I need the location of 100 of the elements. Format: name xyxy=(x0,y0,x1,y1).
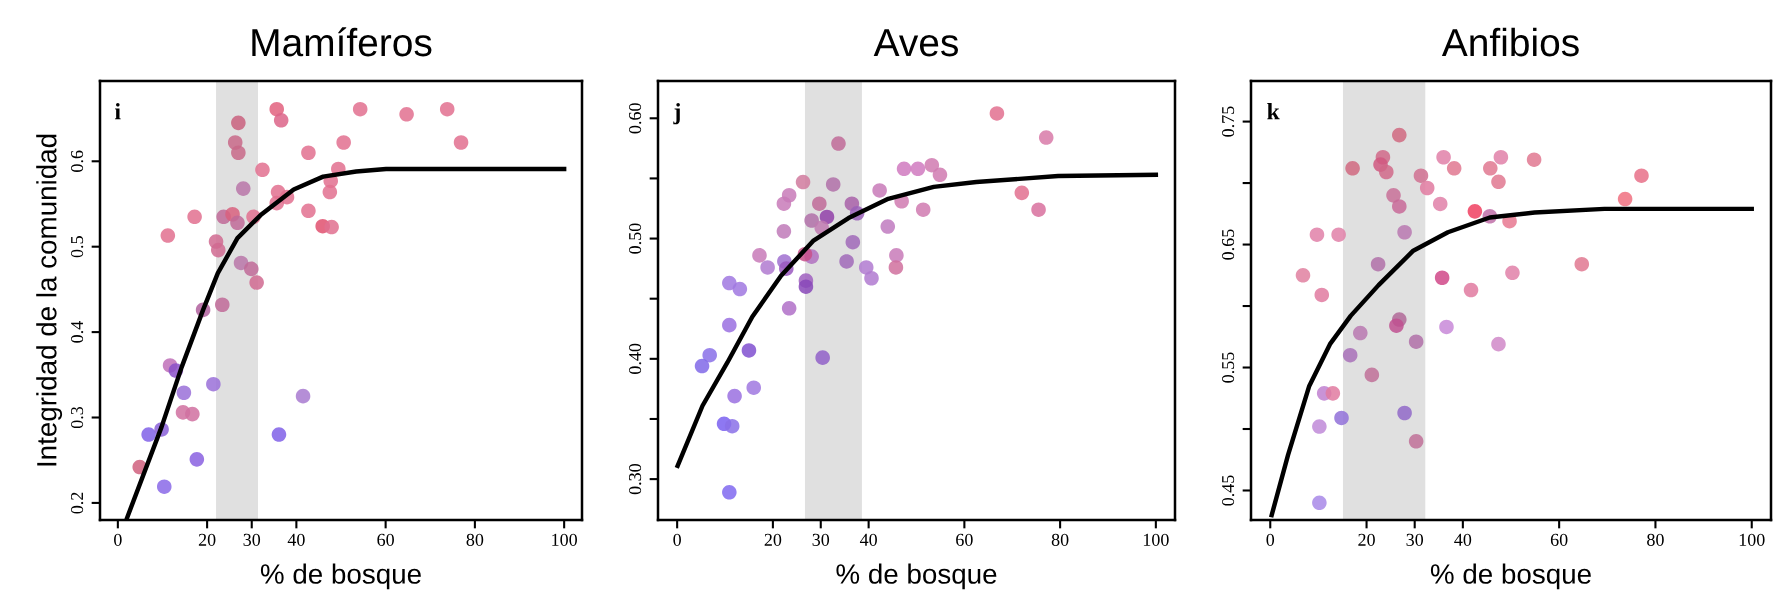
point xyxy=(1493,149,1509,165)
chart-title: Anfibios xyxy=(1441,27,1579,57)
annotation: i xyxy=(114,102,121,120)
point xyxy=(1325,386,1341,401)
chart-title: Mamíferos xyxy=(252,27,432,57)
point xyxy=(1392,127,1407,143)
point xyxy=(825,177,841,192)
point xyxy=(1467,204,1483,219)
y-tick-label: 0.2 xyxy=(70,492,84,514)
annotation: k xyxy=(1267,102,1280,120)
point xyxy=(1526,152,1542,167)
point xyxy=(845,234,861,250)
point xyxy=(255,162,270,178)
point xyxy=(1389,318,1404,333)
point xyxy=(215,297,230,313)
y-tick-label: 0.30 xyxy=(628,464,642,495)
y-axis-title: Integridad de la comunidad xyxy=(36,134,63,466)
point xyxy=(1334,410,1349,426)
y-tick-label: 0.55 xyxy=(1221,352,1235,383)
point xyxy=(1408,434,1424,449)
point xyxy=(1574,256,1590,272)
x-tick-label: 30 xyxy=(812,533,830,546)
point xyxy=(295,388,311,404)
x-tick-label: 0 xyxy=(1266,533,1275,546)
x-tick-label: 100 xyxy=(1739,533,1765,546)
point xyxy=(760,260,775,275)
point xyxy=(831,136,846,151)
point xyxy=(1331,227,1346,242)
point xyxy=(453,135,469,150)
point xyxy=(160,228,176,243)
point xyxy=(702,347,717,363)
point xyxy=(839,254,854,269)
point xyxy=(1370,256,1386,272)
point xyxy=(932,167,948,183)
y-tick-label: 0.45 xyxy=(1221,475,1235,506)
point xyxy=(888,260,904,275)
point xyxy=(1436,149,1451,165)
x-tick-label: 80 xyxy=(1647,533,1664,546)
annotation: j xyxy=(673,102,680,125)
x-tick-label: 40 xyxy=(1454,533,1472,546)
point xyxy=(271,427,287,442)
x-tick-label: 80 xyxy=(466,533,484,546)
y-tick-label: 0.3 xyxy=(70,406,84,429)
point xyxy=(230,215,245,231)
x-tick-label: 60 xyxy=(1550,533,1568,546)
point xyxy=(815,350,830,365)
point xyxy=(141,427,156,442)
point xyxy=(189,452,205,467)
line-series xyxy=(675,172,1159,469)
point xyxy=(1397,224,1412,240)
point xyxy=(1353,325,1368,341)
point xyxy=(1312,495,1327,511)
point xyxy=(156,479,172,494)
point xyxy=(1419,180,1435,196)
point xyxy=(1463,282,1479,298)
point xyxy=(301,203,316,219)
point xyxy=(1483,161,1498,176)
point xyxy=(1432,196,1448,212)
x-tick-label: 40 xyxy=(859,533,877,546)
x-tick-label: 0 xyxy=(673,533,681,546)
x-tick-label: 40 xyxy=(287,533,305,546)
point xyxy=(694,358,710,374)
point xyxy=(896,161,912,177)
point xyxy=(1014,185,1030,201)
point xyxy=(776,196,792,211)
point xyxy=(1439,319,1454,335)
point xyxy=(352,101,368,117)
point xyxy=(399,107,414,122)
x-axis-title: % de bosque xyxy=(836,563,997,590)
point xyxy=(1505,265,1520,281)
point xyxy=(1413,168,1429,183)
point xyxy=(724,418,740,434)
point xyxy=(776,224,792,239)
point xyxy=(176,385,192,401)
point xyxy=(1314,287,1330,303)
point xyxy=(804,213,819,228)
x-tick-label: 0 xyxy=(114,533,122,546)
point xyxy=(1397,405,1412,421)
point xyxy=(273,113,289,128)
point xyxy=(872,183,887,198)
point xyxy=(231,115,246,131)
point xyxy=(1379,164,1394,180)
point xyxy=(206,376,221,392)
point xyxy=(781,301,797,316)
point xyxy=(439,101,455,117)
point xyxy=(185,406,200,422)
point xyxy=(924,157,940,173)
point xyxy=(301,145,316,161)
point xyxy=(752,248,767,263)
point xyxy=(1408,334,1424,349)
x-tick-label: 30 xyxy=(1406,533,1424,546)
point xyxy=(210,242,226,258)
point xyxy=(1342,347,1358,363)
point xyxy=(249,275,264,290)
x-tick-label: 100 xyxy=(1143,533,1169,546)
point xyxy=(187,209,202,225)
y-tick-label: 0.6 xyxy=(70,150,84,172)
x-tick-label: 100 xyxy=(552,533,577,546)
point xyxy=(1617,191,1633,207)
x-tick-label: 20 xyxy=(198,533,216,546)
